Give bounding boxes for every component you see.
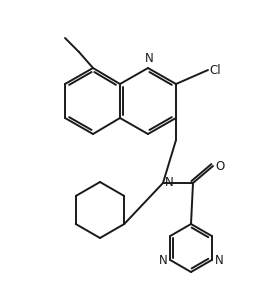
- Text: O: O: [215, 160, 224, 172]
- Text: Cl: Cl: [209, 63, 221, 76]
- Text: N: N: [215, 253, 223, 266]
- Text: N: N: [158, 253, 167, 266]
- Text: N: N: [145, 52, 153, 65]
- Text: N: N: [165, 176, 174, 188]
